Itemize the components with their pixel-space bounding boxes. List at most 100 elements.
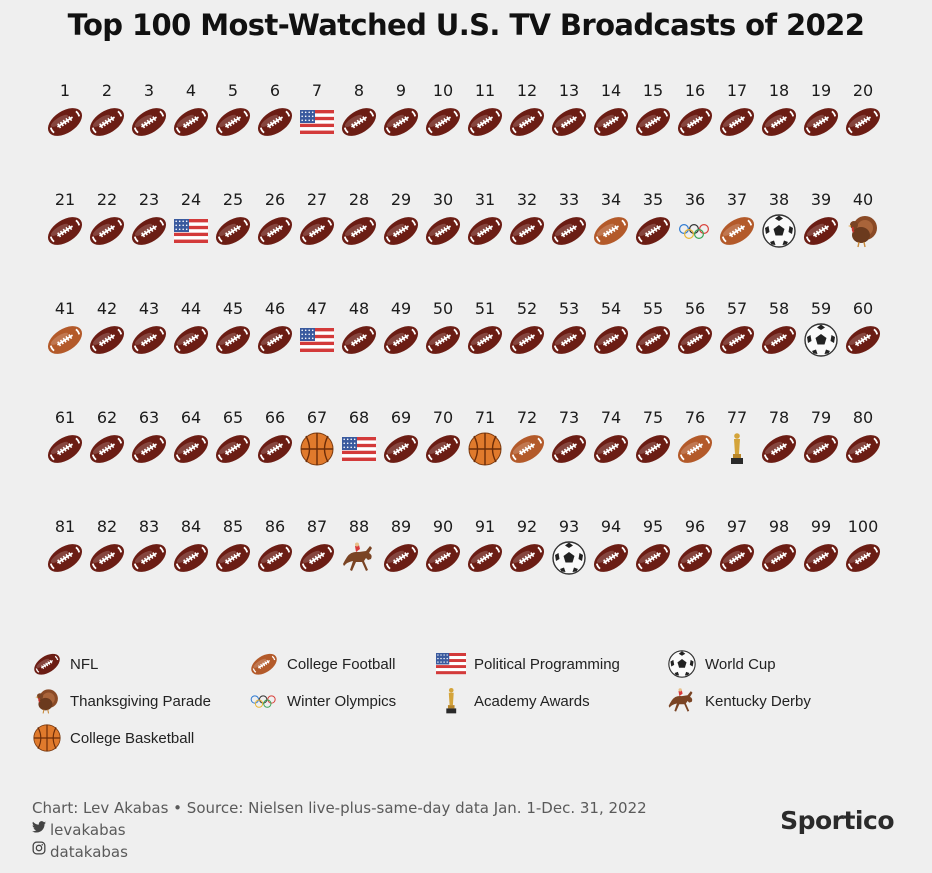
broadcast-cell: 39 [800,189,842,298]
nfl-football-icon [423,211,463,251]
rank-number: 81 [54,517,76,536]
broadcast-cell: 13 [548,80,590,189]
rank-number: 39 [810,190,832,209]
rank-number: 96 [684,517,706,536]
twitter-handle-row[interactable]: levakabas [32,819,647,841]
rank-number: 24 [180,190,202,209]
broadcast-cell: 23 [128,189,170,298]
oscar-statue-icon [717,429,757,469]
legend-label-basketball: College Basketball [70,729,195,747]
olympic-rings-icon [247,684,281,718]
nfl-football-icon [129,538,169,578]
broadcast-cell: 1 [44,80,86,189]
broadcast-cell: 99 [800,516,842,625]
broadcast-cell: 98 [758,516,800,625]
instagram-handle-row[interactable]: datakabas [32,841,647,863]
nfl-football-icon [45,211,85,251]
twitter-handle[interactable]: levakabas [50,821,126,839]
broadcast-cell: 20 [842,80,884,189]
nfl-football-icon [45,102,85,142]
legend-label-nfl: NFL [70,655,99,673]
nfl-football-icon [843,429,883,469]
rank-number: 95 [642,517,664,536]
rank-number: 44 [180,299,202,318]
rank-number: 35 [642,190,664,209]
broadcast-cell: 6 [254,80,296,189]
rank-number: 75 [642,408,664,427]
nfl-football-icon [339,102,379,142]
nfl-football-icon [759,538,799,578]
nfl-football-icon [255,429,295,469]
nfl-football-icon [801,102,841,142]
rank-number: 50 [432,299,454,318]
broadcast-cell: 21 [44,189,86,298]
nfl-football-icon [717,102,757,142]
rank-number: 45 [222,299,244,318]
broadcast-grid: 1 2 3 4 5 6 7 8 9 10 11 12 13 14 15 16 17 18 19 20 21 22 23 24 2… [44,80,884,625]
basketball-icon [30,721,64,755]
nfl-football-icon [465,102,505,142]
broadcast-cell: 17 [716,80,758,189]
credit-line: Chart: Lev Akabas • Source: Nielsen live… [32,799,647,817]
broadcast-cell: 57 [716,298,758,407]
rank-number: 67 [306,408,328,427]
nfl-football-icon [465,211,505,251]
nfl-football-icon [213,429,253,469]
broadcast-cell: 96 [674,516,716,625]
rank-number: 77 [726,408,748,427]
rank-number: 42 [96,299,118,318]
legend-item-college-football: College Football [247,647,395,681]
rank-number: 26 [264,190,286,209]
broadcast-cell: 60 [842,298,884,407]
rank-number: 41 [54,299,76,318]
rank-number: 62 [96,408,118,427]
nfl-football-icon [87,429,127,469]
rank-number: 61 [54,408,76,427]
broadcast-cell: 3 [128,80,170,189]
rank-number: 19 [810,81,832,100]
soccer-ball-icon [665,647,699,681]
broadcast-cell: 37 [716,189,758,298]
broadcast-cell: 38 [758,189,800,298]
broadcast-cell: 90 [422,516,464,625]
nfl-football-icon [675,320,715,360]
nfl-football-icon [549,429,589,469]
rank-number: 55 [642,299,664,318]
legend-item-political: Political Programming [434,647,620,681]
college-football-icon [717,211,757,251]
broadcast-cell: 45 [212,298,254,407]
nfl-football-icon [591,320,631,360]
broadcast-cell: 97 [716,516,758,625]
broadcast-cell: 19 [800,80,842,189]
horse-racing-icon [339,538,379,578]
broadcast-cell: 36 [674,189,716,298]
rank-number: 88 [348,517,370,536]
rank-number: 20 [852,81,874,100]
broadcast-cell: 92 [506,516,548,625]
legend-label-world-cup: World Cup [705,655,776,673]
nfl-football-icon [507,320,547,360]
rank-number: 51 [474,299,496,318]
nfl-football-icon [549,102,589,142]
broadcast-cell: 77 [716,407,758,516]
rank-number: 32 [516,190,538,209]
broadcast-cell: 28 [338,189,380,298]
broadcast-cell: 51 [464,298,506,407]
nfl-football-icon [381,102,421,142]
rank-number: 25 [222,190,244,209]
nfl-football-icon [759,429,799,469]
oscar-statue-icon [434,684,468,718]
instagram-handle[interactable]: datakabas [50,843,128,861]
nfl-football-icon [171,102,211,142]
nfl-football-icon [843,538,883,578]
us-flag-icon [297,320,337,360]
rank-number: 86 [264,517,286,536]
rank-number: 27 [306,190,328,209]
broadcast-cell: 86 [254,516,296,625]
broadcast-cell: 68 [338,407,380,516]
rank-number: 11 [474,81,496,100]
rank-number: 3 [143,81,155,100]
nfl-football-icon [87,538,127,578]
broadcast-cell: 31 [464,189,506,298]
rank-number: 28 [348,190,370,209]
